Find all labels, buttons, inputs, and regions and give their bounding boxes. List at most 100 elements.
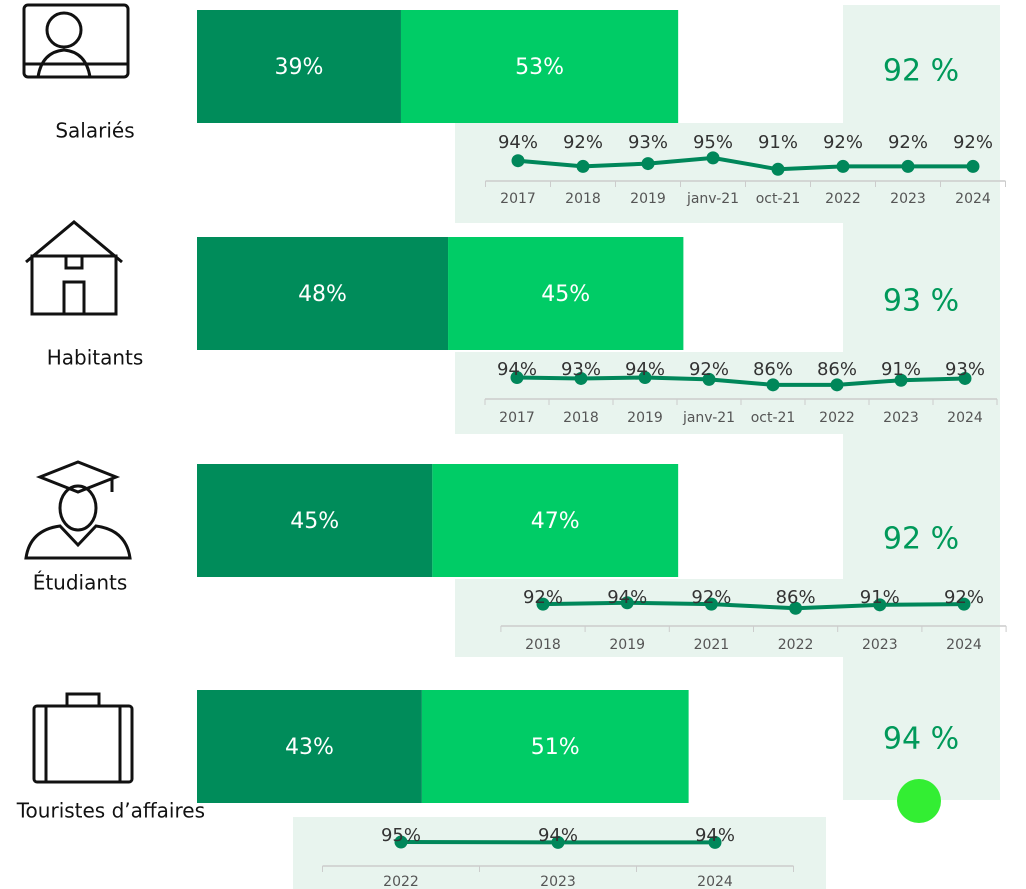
bar-label: 51%	[531, 735, 580, 760]
trend-category-label: 2019	[627, 410, 663, 426]
trend-point	[766, 378, 780, 392]
trend-panel	[455, 352, 1000, 434]
trend-category-label: 2017	[500, 191, 536, 207]
trend-value-label: 86%	[753, 359, 793, 380]
trend-value-label: 86%	[817, 359, 857, 380]
trend-value-label: 94%	[625, 359, 665, 380]
trend-panel	[293, 817, 826, 889]
bar-segment	[432, 464, 679, 577]
trend-value-label: 92%	[689, 359, 729, 380]
trend-value-label: 92%	[953, 132, 993, 153]
trend-point	[873, 598, 887, 612]
trend-value-label: 92%	[523, 587, 563, 608]
trend-point	[706, 151, 720, 165]
icon-suitcase	[32, 692, 134, 784]
trend-category-label: 2017	[499, 410, 535, 426]
trend-value-label: 91%	[881, 359, 921, 380]
trend-category-label: oct-21	[756, 191, 801, 207]
trend-point	[789, 601, 803, 615]
bar-label: 53%	[515, 55, 564, 80]
trend-value-label: 92%	[944, 587, 984, 608]
trend-point	[511, 154, 525, 168]
trend-point	[620, 596, 634, 610]
total-label: 92 %	[883, 522, 959, 557]
icon-house	[25, 220, 123, 316]
trend-point	[638, 371, 652, 385]
trend-category-label: 2018	[525, 637, 561, 653]
trend-category-label: 2018	[565, 191, 601, 207]
trend-category-label: 2024	[955, 191, 991, 207]
trend-value-label: 91%	[758, 132, 798, 153]
bar-label: 39%	[275, 55, 324, 80]
trend-point	[957, 597, 971, 611]
trend-point	[708, 835, 722, 849]
trend-category-label: 2019	[609, 637, 645, 653]
group-label: Étudiants	[33, 571, 128, 595]
bar-label: 45%	[541, 282, 590, 307]
trend-value-label: 93%	[628, 132, 668, 153]
trend-line	[517, 155, 973, 172]
trend-point	[894, 373, 908, 387]
trend-point	[704, 597, 718, 611]
trend-point	[536, 597, 550, 611]
trend-value-label: 94%	[607, 587, 647, 608]
trend-point	[901, 159, 915, 173]
trend-value-label: 91%	[860, 587, 900, 608]
trend-panel	[455, 579, 1000, 657]
trend-point	[641, 157, 655, 171]
trend-line	[542, 600, 965, 611]
trend-category-label: 2022	[825, 191, 861, 207]
trend-category-label: 2024	[946, 637, 982, 653]
trend-point	[574, 371, 588, 385]
icon-student	[24, 460, 132, 560]
trend-category-label: 2023	[890, 191, 926, 207]
trend-point	[551, 835, 565, 849]
trend-category-label: janv-21	[686, 191, 739, 207]
trend-category-label: 2024	[697, 874, 733, 889]
status-dot	[897, 779, 941, 823]
bar-segment	[400, 10, 679, 123]
trend-value-label: 94%	[498, 132, 538, 153]
total-label: 94 %	[883, 722, 959, 757]
trend-point	[510, 371, 524, 385]
trend-panel	[455, 123, 1000, 223]
trend-category-label: 2024	[947, 410, 983, 426]
trend-point	[576, 159, 590, 173]
trend-category-label: 2022	[819, 410, 855, 426]
group-label: Touristes d’affaires	[16, 799, 205, 823]
trend-value-label: 93%	[945, 359, 985, 380]
trend-category-label: oct-21	[751, 410, 796, 426]
trend-value-label: 93%	[561, 359, 601, 380]
icon-employee	[22, 3, 130, 79]
bar-label: 43%	[285, 735, 334, 760]
group-label: Habitants	[47, 346, 144, 370]
trend-point	[966, 159, 980, 173]
bar-segment	[421, 690, 689, 803]
trend-value-label: 94%	[695, 825, 735, 846]
trend-value-label: 92%	[691, 587, 731, 608]
trend-category-label: 2019	[630, 191, 666, 207]
bar-segment	[197, 690, 422, 803]
bar-segment	[197, 10, 401, 123]
trend-value-label: 95%	[381, 825, 421, 846]
bar-label: 47%	[531, 509, 580, 534]
trend-category-label: 2023	[862, 637, 898, 653]
trend-category-label: 2022	[383, 874, 419, 889]
trend-point	[830, 378, 844, 392]
trend-category-label: janv-21	[682, 410, 735, 426]
trend-category-label: 2018	[563, 410, 599, 426]
trend-point	[394, 835, 408, 849]
trend-value-label: 92%	[888, 132, 928, 153]
trend-category-label: 2023	[883, 410, 919, 426]
total-label: 93 %	[883, 284, 959, 319]
trend-point	[771, 162, 785, 176]
trend-value-label: 92%	[563, 132, 603, 153]
trend-category-label: 2021	[694, 637, 730, 653]
bar-label: 45%	[290, 509, 339, 534]
trend-value-label: 86%	[776, 587, 816, 608]
bar-label: 48%	[298, 282, 347, 307]
trend-value-label: 95%	[693, 132, 733, 153]
bar-segment	[197, 464, 433, 577]
total-label: 92 %	[883, 54, 959, 89]
